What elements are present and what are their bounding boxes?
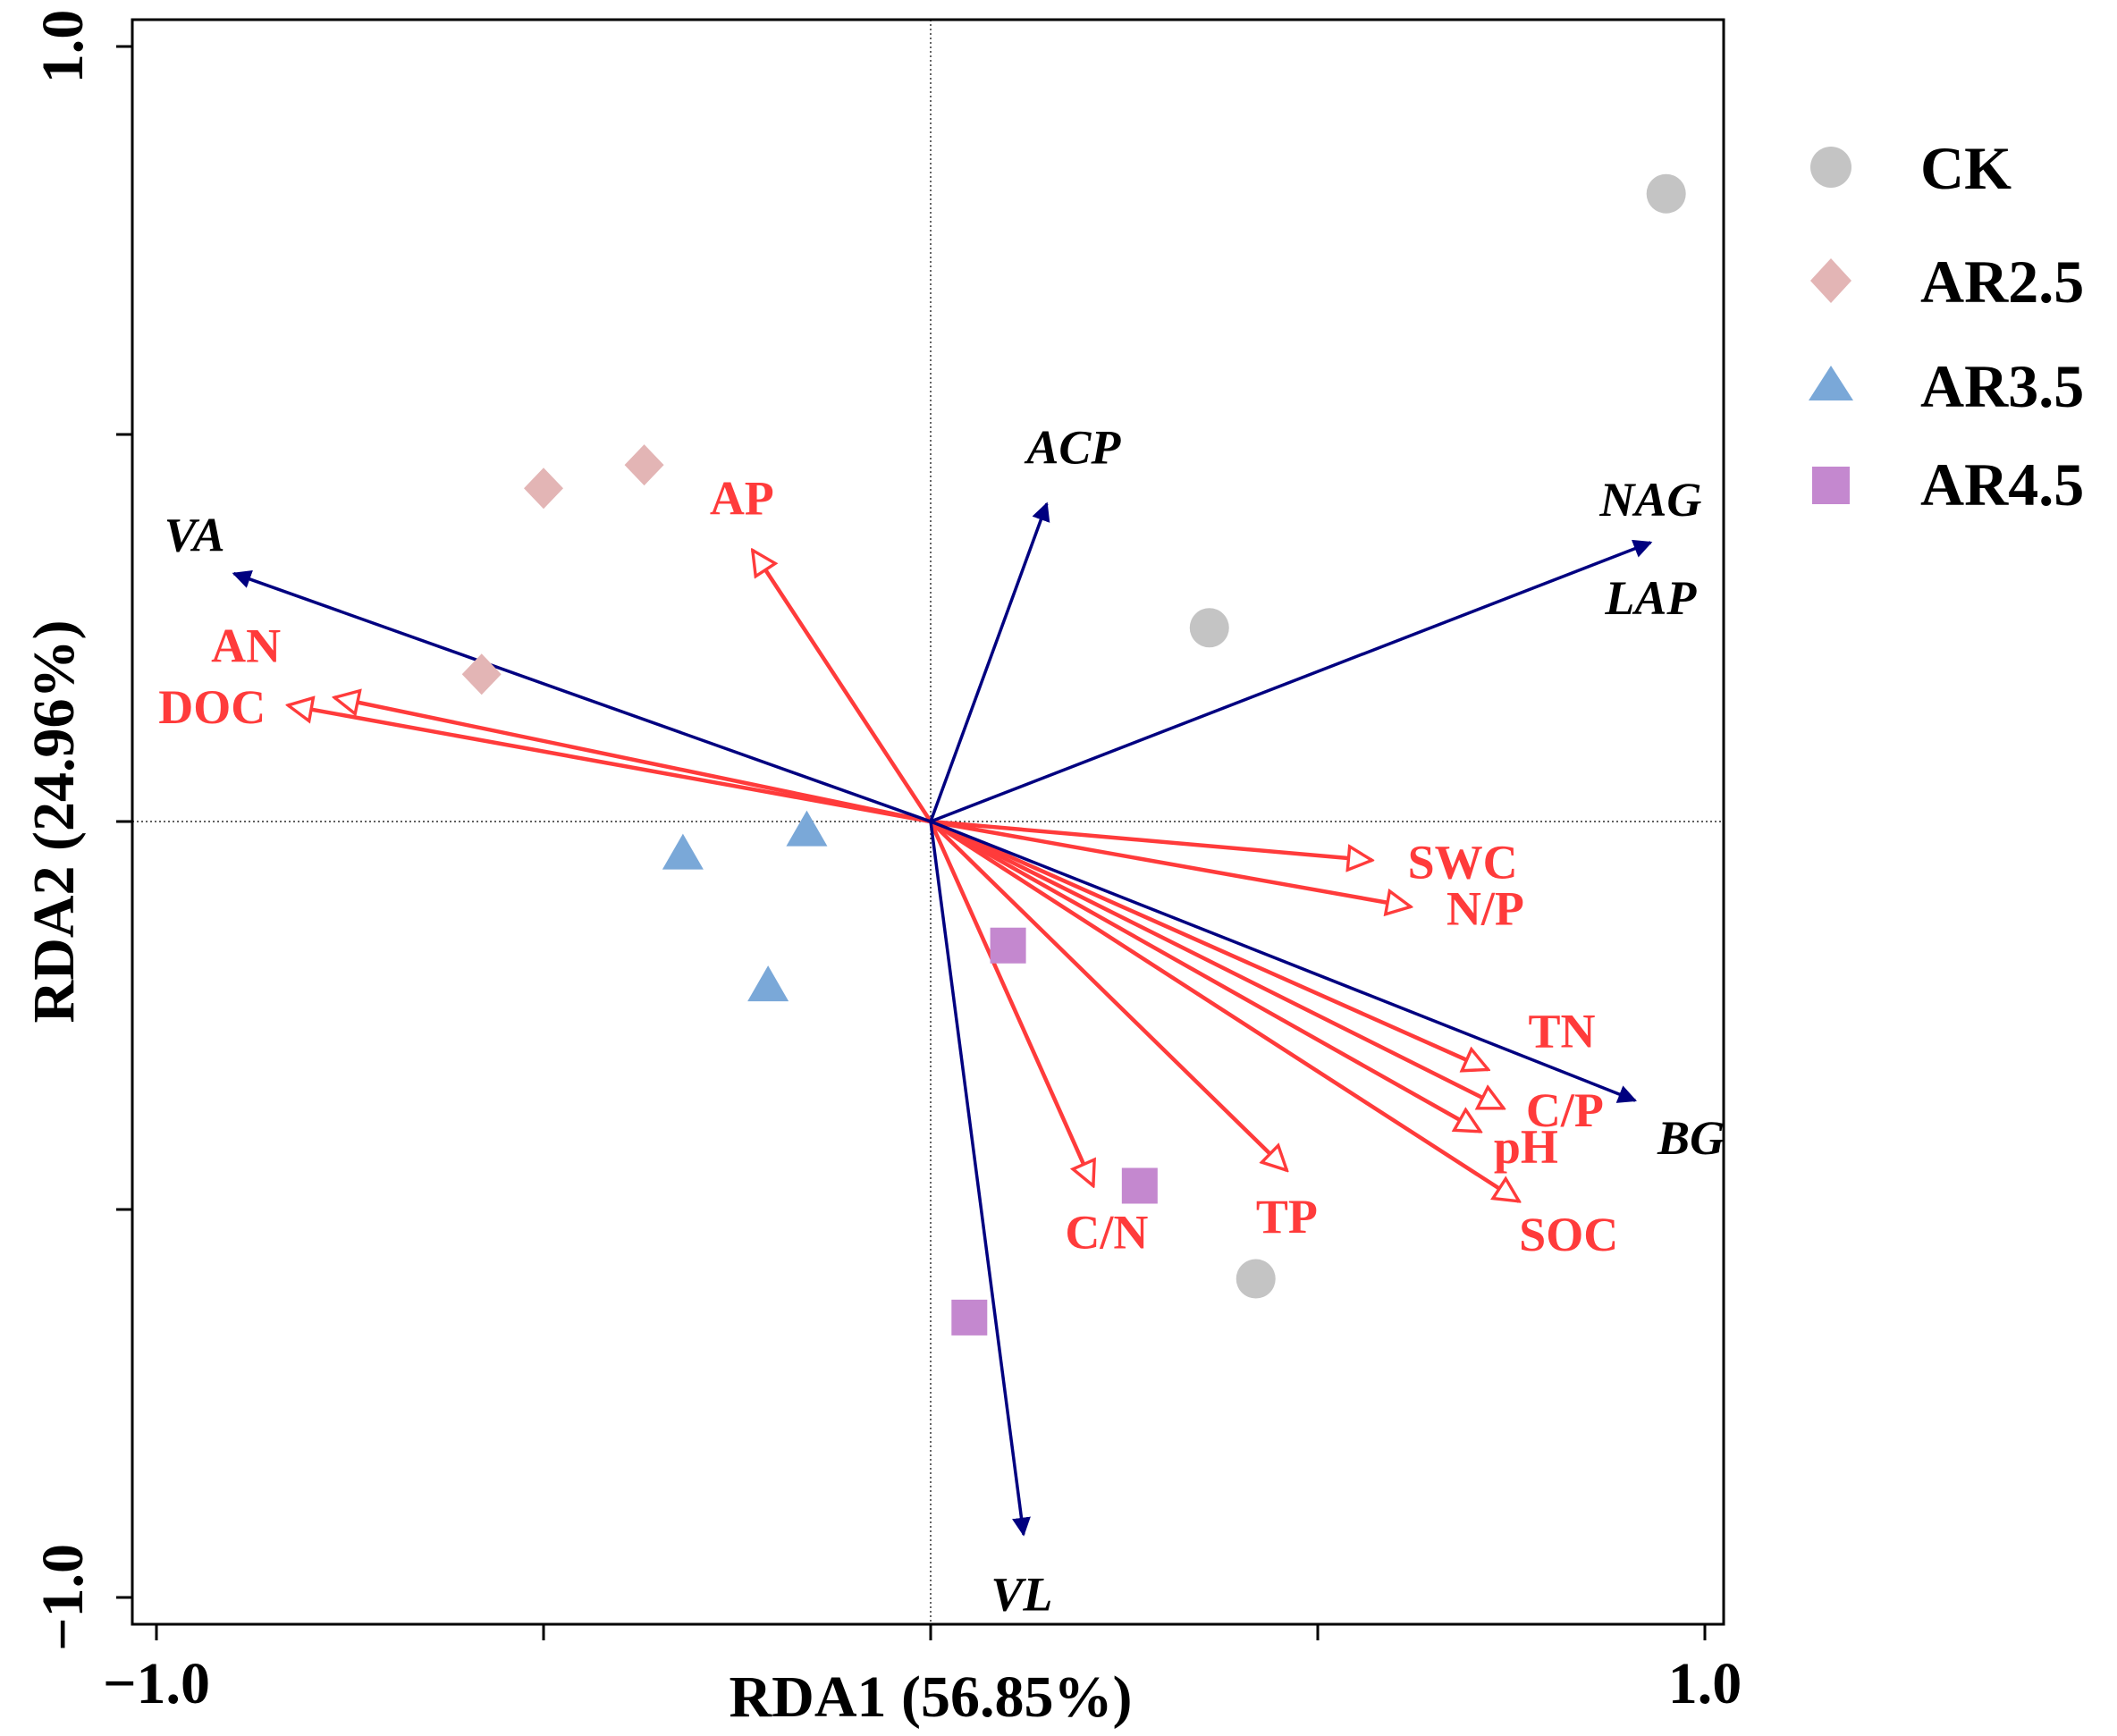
point-ar2-5 [624,444,664,486]
env-vector-label-n-p: N/P [1446,881,1524,935]
env-vector-ph [929,820,1480,1133]
env-vector-ap [753,551,932,823]
env-vector-soc [929,820,1519,1201]
x-axis-ticks [155,1624,1707,1640]
env-vector-an [334,697,932,824]
response-vector-label-va: VA [164,509,225,562]
response-vector-label-lap: LAP [1604,571,1697,625]
env-vector-doc [288,705,932,824]
legend-marker-ar4-5 [1812,467,1850,504]
env-vector-label-c-n: C/N [1065,1205,1148,1259]
point-ck [1236,1259,1276,1299]
response-vector-label-nag: NAG [1598,473,1701,527]
env-vector-tn [930,819,1489,1069]
point-ar3-5 [747,965,789,1002]
response-vector-va [232,570,932,823]
response-vector-acp [929,501,1050,822]
env-vector-c-p [929,819,1504,1110]
response-vector-bg [930,820,1638,1103]
response-vector-nag [930,539,1653,823]
env-vector-label-tp: TP [1256,1190,1318,1243]
env-vector-c-n [928,821,1093,1185]
point-ar2-5 [461,653,502,695]
legend-marker-ar3-5 [1809,366,1853,400]
env-vector-label-doc: DOC [158,680,266,734]
response-vectors: VA ACP NAG LAP BG VL [164,421,1725,1622]
env-vector-label-tn: TN [1529,1004,1596,1058]
response-vector-label-acp: ACP [1024,421,1121,475]
point-ar2-5 [524,468,563,510]
y-axis-ticks [116,45,132,1599]
env-vector-label-ap: AP [710,472,774,526]
legend-label-ck: CK [1920,134,2012,202]
point-ck [1189,608,1229,648]
point-ar4-5 [1121,1167,1158,1204]
point-ar4-5 [990,927,1026,964]
legend-label-ar4-5: AR4.5 [1920,451,2084,518]
response-vector-label-bg: BG [1657,1111,1725,1165]
sample-points [461,173,1686,1336]
x-tick-label-max: 1.0 [1668,1651,1742,1716]
env-vector-label-soc: SOC [1519,1208,1618,1261]
env-vector-label-ph: pH [1494,1120,1558,1174]
x-axis-title: RDA1 (56.85%) [730,1664,1133,1730]
response-vector-vl [929,821,1031,1537]
x-tick-label-min: −1.0 [103,1651,210,1716]
legend-marker-ar2-5 [1810,258,1851,303]
point-ck [1646,173,1686,214]
y-tick-label-min: −1.0 [30,1544,96,1651]
legend: CK AR2.5 AR3.5 AR4.5 [1809,134,2084,518]
point-ar4-5 [951,1299,988,1336]
legend-label-ar3-5: AR3.5 [1920,352,2084,420]
point-ar3-5 [786,810,828,847]
env-vector-n-p [930,819,1411,906]
legend-label-ar2-5: AR2.5 [1920,248,2084,316]
point-ar3-5 [662,833,704,870]
legend-marker-ck [1810,147,1851,188]
env-vector-label-swc: SWC [1408,835,1518,889]
y-tick-label-max: 1.0 [30,10,96,84]
response-vector-label-vl: VL [991,1568,1052,1622]
env-vector-swc [930,819,1372,860]
env-vector-tp [929,820,1286,1170]
env-vector-label-an: AN [211,619,281,672]
env-vector-label-c-p: C/P [1526,1083,1604,1137]
y-axis-title: RDA2 (24.96%) [21,620,87,1024]
